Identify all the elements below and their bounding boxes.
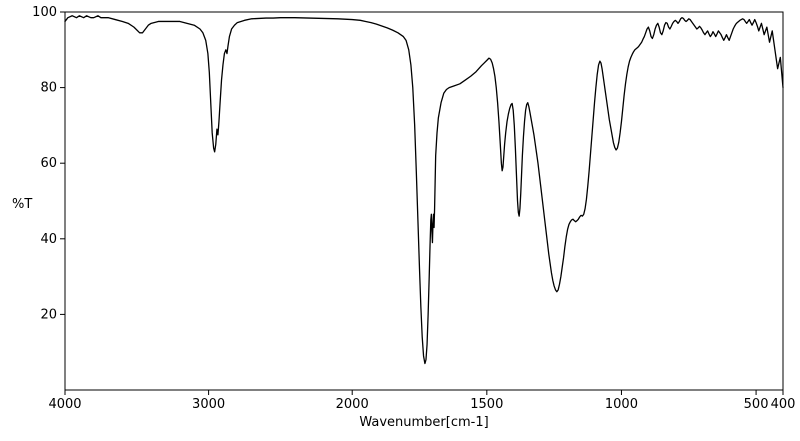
x-tick-label: 500: [744, 397, 769, 412]
x-tick-label: 1000: [605, 397, 638, 412]
x-tick-label: 3000: [192, 397, 225, 412]
y-tick-label: 100: [32, 5, 57, 20]
x-tick-label: 2000: [336, 397, 369, 412]
x-axis-label: Wavenumber[cm-1]: [359, 415, 489, 430]
x-tick-label: 4000: [48, 397, 81, 412]
x-tick-label: 400: [771, 397, 796, 412]
y-tick-label: 40: [40, 232, 57, 247]
y-axis-label: %T: [12, 197, 33, 212]
plot-border: [64, 11, 784, 391]
y-tick-label: 20: [40, 307, 57, 322]
spectrum-trace: [64, 15, 784, 365]
x-tick-label: 1500: [470, 397, 503, 412]
y-tick-label: 60: [40, 156, 57, 171]
y-tick-label: 80: [40, 81, 57, 96]
